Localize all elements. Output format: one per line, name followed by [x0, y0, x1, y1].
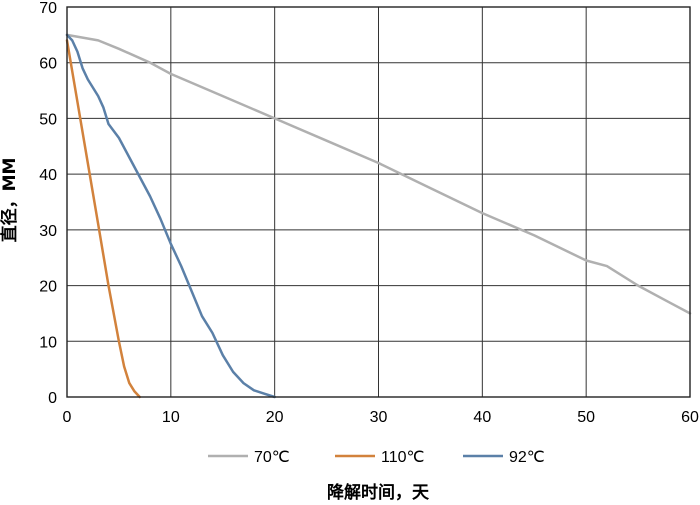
legend-item-2: 110℃ — [335, 449, 424, 466]
legend-label: 70℃ — [254, 449, 290, 466]
y-tick-label: 10 — [39, 334, 57, 351]
series-line-1 — [65, 33, 692, 315]
y-tick-label: 0 — [48, 390, 57, 407]
legend-item-3: 92℃ — [463, 449, 545, 466]
y-tick-label: 40 — [39, 167, 57, 184]
y-tick-label: 70 — [39, 0, 57, 17]
series-line-3 — [65, 33, 276, 399]
x-tick-label: 10 — [162, 409, 180, 426]
x-tick-label: 30 — [370, 409, 388, 426]
y-axis-title: 直径，MM — [0, 158, 20, 243]
legend-label: 110℃ — [381, 449, 424, 466]
y-tick-label: 30 — [39, 223, 57, 240]
x-tick-label: 0 — [63, 409, 72, 426]
y-tick-label: 60 — [39, 56, 57, 73]
chart-frame — [66, 6, 691, 398]
tick-labels: 0 10 20 30 40 50 60 0 10 20 30 40 50 60 70 — [39, 0, 699, 426]
y-tick-label: 50 — [39, 111, 57, 128]
chart-grid — [66, 6, 691, 398]
chart-legend: 70℃ 110℃ 92℃ — [208, 449, 545, 466]
series-line-2 — [65, 39, 141, 399]
plot-border — [66, 6, 691, 398]
y-tick-label: 20 — [39, 279, 57, 296]
legend-item-1: 70℃ — [208, 449, 290, 466]
chart-series-layer — [65, 33, 692, 399]
x-axis-title: 降解时间，天 — [327, 482, 430, 503]
x-tick-label: 60 — [681, 409, 699, 426]
x-tick-label: 40 — [473, 409, 491, 426]
x-tick-label: 50 — [577, 409, 595, 426]
legend-label: 92℃ — [509, 449, 545, 466]
x-tick-label: 20 — [266, 409, 284, 426]
